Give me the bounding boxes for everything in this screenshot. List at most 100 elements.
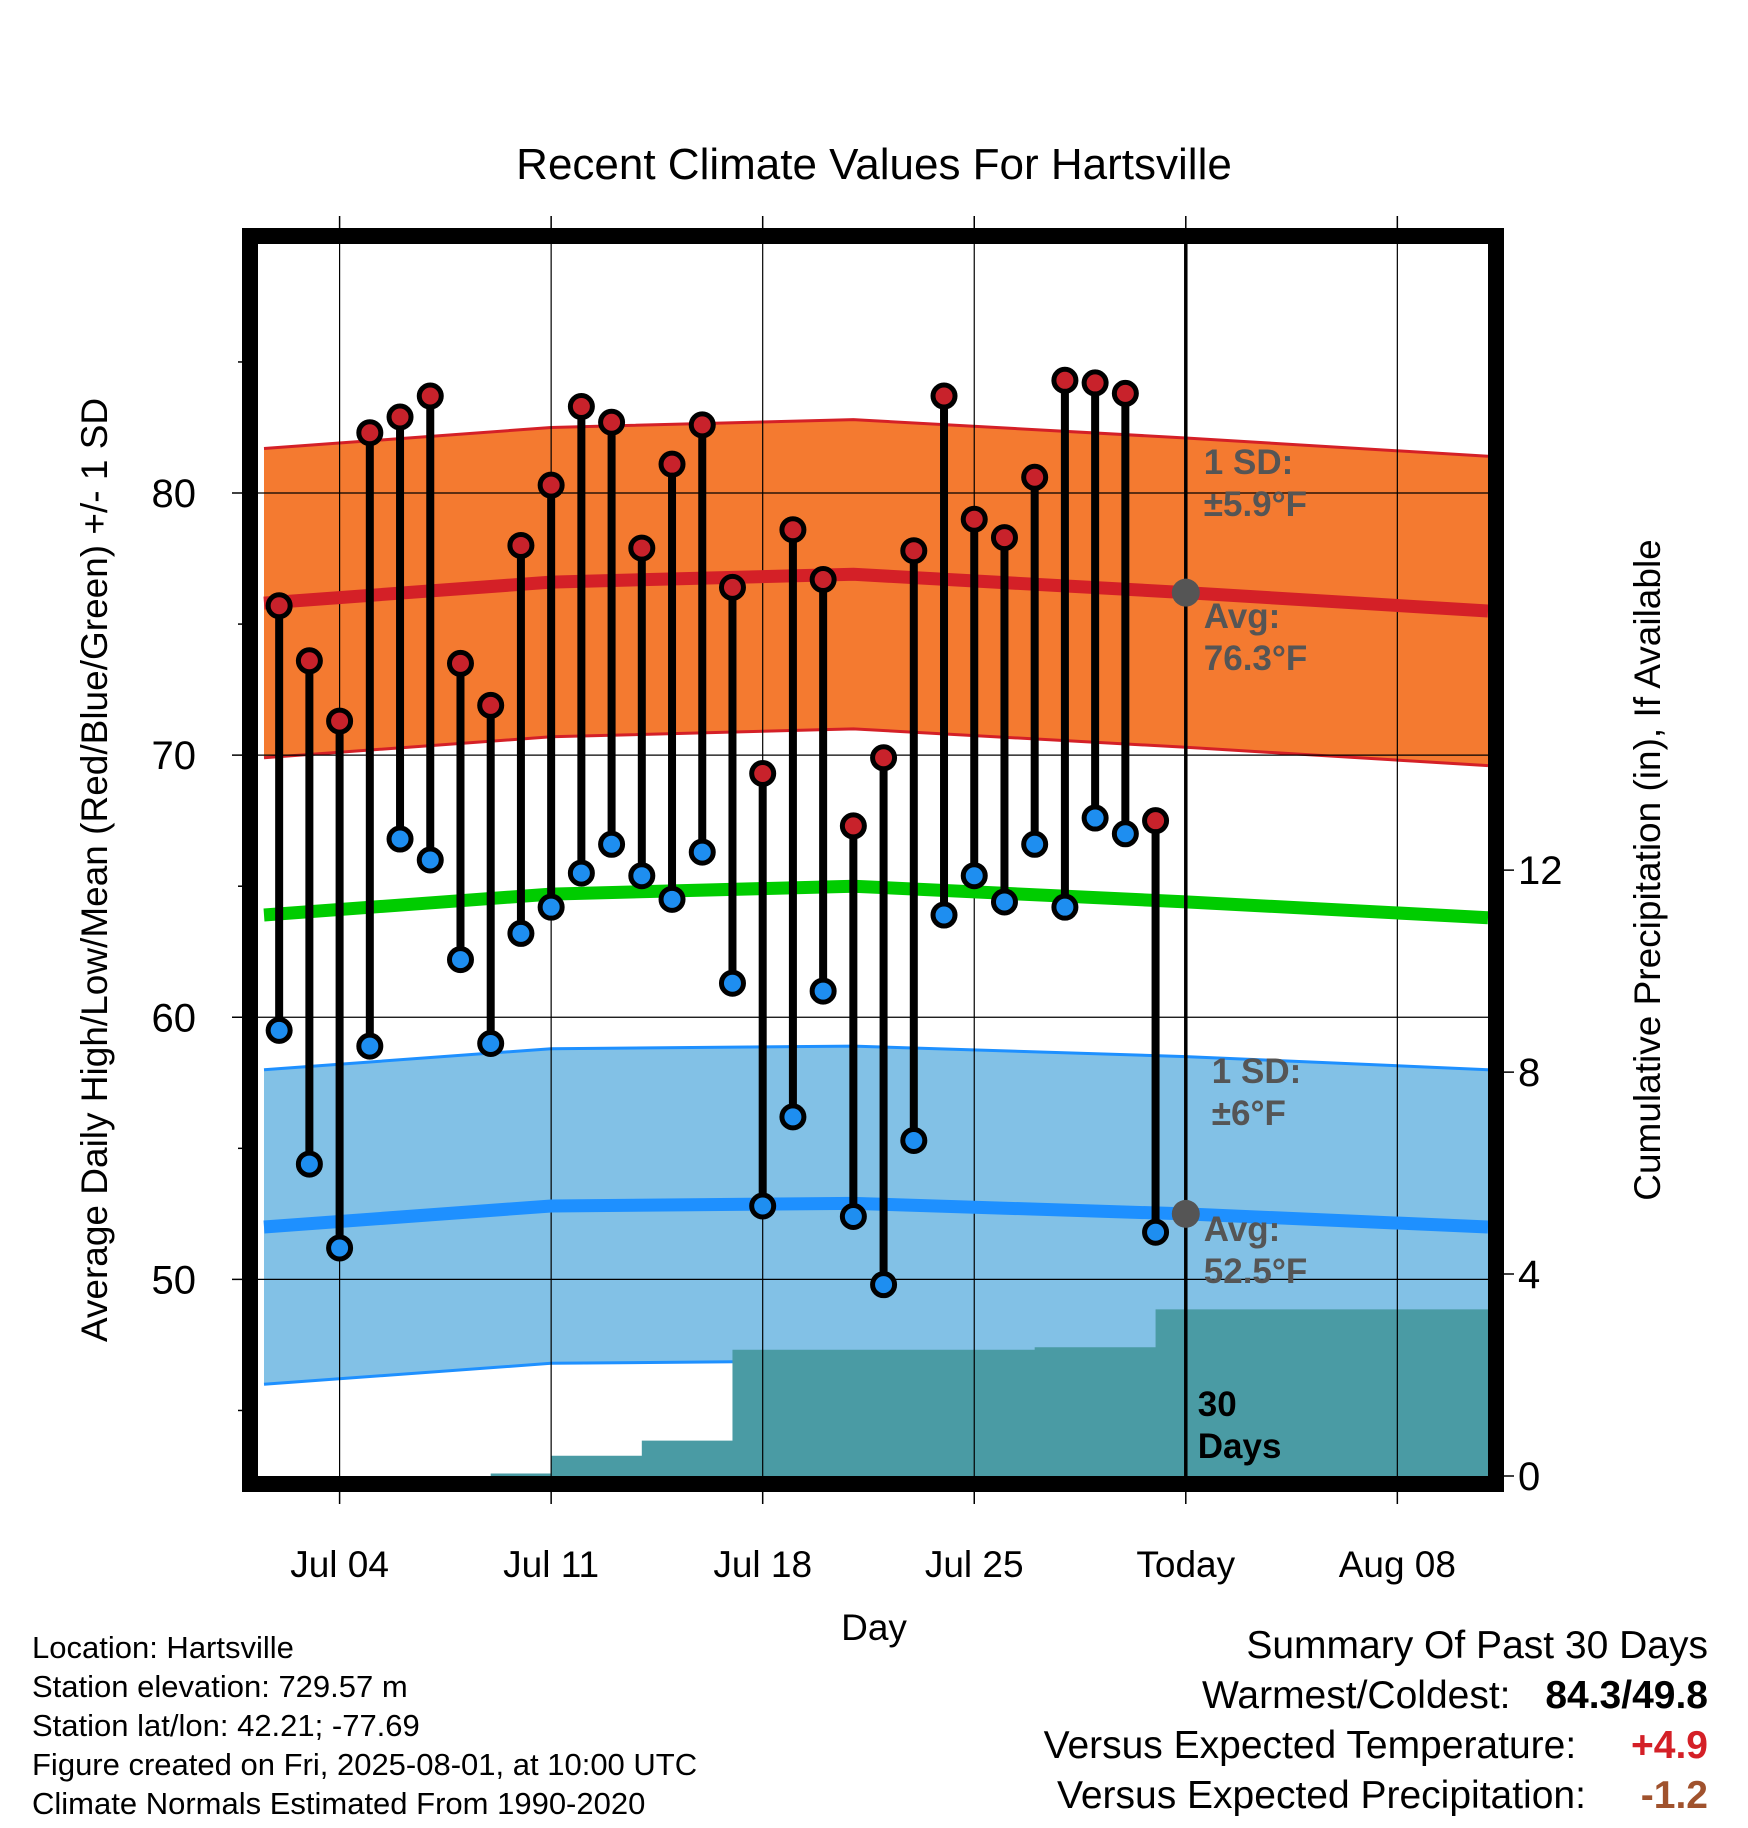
daily-low-point — [628, 862, 656, 890]
daily-high-point — [839, 812, 867, 840]
low-avg-value: 52.5°F — [1204, 1252, 1308, 1291]
daily-high-point — [930, 382, 958, 410]
daily-high-point — [688, 411, 716, 439]
daily-low-point — [416, 846, 444, 874]
daily-low-point — [809, 977, 837, 1005]
summary-title: Summary Of Past 30 Days — [1246, 1624, 1708, 1667]
daily-low-point — [477, 1029, 505, 1057]
daily-high-point — [386, 403, 414, 431]
normal-high-line — [263, 567, 1489, 618]
daily-high-point — [416, 382, 444, 410]
high-sd-label: 1 SD: — [1204, 443, 1293, 482]
plot-frame — [242, 228, 1504, 1492]
high-avg-value: 76.3°F — [1204, 639, 1308, 678]
daily-high-point — [1142, 807, 1170, 835]
today-low-avg-marker — [1171, 1199, 1200, 1228]
y2-tick-label: 12 — [1518, 849, 1563, 893]
summary-warm-cold-row: Warmest/Coldest: 84.3/49.8 — [1202, 1674, 1708, 1718]
daily-high-point — [1081, 369, 1109, 397]
daily-low-point — [386, 825, 414, 853]
footer-created: Figure created on Fri, 2025-08-01, at 10… — [32, 1747, 698, 1782]
daily-high-point — [295, 647, 323, 675]
daily-high-point — [477, 691, 505, 719]
x-tick-label: Aug 08 — [1339, 1544, 1456, 1585]
daily-high-point — [1111, 379, 1139, 407]
daily-high-point — [749, 759, 777, 787]
x-axis-label: Day — [841, 1607, 907, 1648]
daily-high-point — [265, 592, 293, 620]
today-high-avg-marker — [1171, 578, 1200, 607]
daily-low-point — [295, 1150, 323, 1178]
daily-high-point — [507, 531, 535, 559]
daily-low-point — [326, 1234, 354, 1262]
days-word-label: Days — [1198, 1427, 1282, 1466]
daily-high-point — [809, 566, 837, 594]
daily-high-point — [990, 524, 1018, 552]
daily-high-point — [1051, 366, 1079, 394]
daily-low-point — [1081, 804, 1109, 832]
normal-low-sd-band — [264, 1046, 1488, 1385]
normal-mean-line — [263, 879, 1489, 925]
daily-high-point — [537, 471, 565, 499]
footer-normals: Climate Normals Estimated From 1990-2020 — [32, 1786, 646, 1821]
y-tick-label: 80 — [152, 472, 197, 516]
daily-low-point — [537, 893, 565, 921]
days-count-label: 30 — [1198, 1385, 1237, 1424]
daily-low-point — [870, 1271, 898, 1299]
high-avg-label: Avg: — [1204, 597, 1280, 636]
daily-high-point — [779, 516, 807, 544]
footer-latlon: Station lat/lon: 42.21; -77.69 — [32, 1708, 420, 1743]
daily-high-point — [1021, 463, 1049, 491]
summary-precip-label: Versus Expected Precipitation: — [1056, 1774, 1586, 1817]
y-tick-label: 50 — [152, 1258, 197, 1302]
summary-warm-cold-value: 84.3/49.8 — [1545, 1674, 1708, 1717]
daily-high-point — [356, 419, 384, 447]
daily-high-point — [628, 534, 656, 562]
daily-low-point — [990, 888, 1018, 916]
y2-axis-label: Cumulative Precipitation (in), If Availa… — [1627, 539, 1668, 1201]
x-tick-label: Jul 04 — [290, 1544, 389, 1585]
normal-high-sd-band-lower-edge — [263, 727, 1489, 768]
x-tick-label: Jul 11 — [503, 1544, 599, 1585]
daily-low-point — [356, 1032, 384, 1060]
daily-low-point — [1051, 893, 1079, 921]
daily-low-point — [779, 1103, 807, 1131]
high-sd-value: ±5.9°F — [1204, 485, 1307, 524]
daily-low-point — [1021, 830, 1049, 858]
y-axis-label: Average Daily High/Low/Mean (Red/Blue/Gr… — [74, 398, 115, 1342]
normal-high-sd-band — [264, 419, 1488, 766]
daily-low-point — [839, 1202, 867, 1230]
footer-location: Location: Hartsville — [32, 1630, 294, 1665]
daily-low-point — [930, 901, 958, 929]
daily-high-point — [718, 573, 746, 601]
daily-low-point — [507, 919, 535, 947]
summary-warm-cold-label: Warmest/Coldest: — [1202, 1674, 1511, 1717]
daily-low-point — [598, 830, 626, 858]
daily-low-point — [1111, 820, 1139, 848]
x-tick-label: Today — [1136, 1544, 1235, 1585]
low-sd-label: 1 SD: — [1212, 1052, 1301, 1091]
summary-temp-value: +4.9 — [1631, 1724, 1708, 1767]
summary-temp-row: Versus Expected Temperature: +4.9 — [1044, 1724, 1708, 1768]
daily-low-point — [960, 862, 988, 890]
daily-high-point — [567, 393, 595, 421]
summary-precip-row: Versus Expected Precipitation: -1.2 — [1057, 1774, 1708, 1818]
daily-high-point — [598, 408, 626, 436]
summary-temp-label: Versus Expected Temperature: — [1043, 1724, 1577, 1767]
daily-low-point — [900, 1126, 928, 1154]
daily-low-point — [688, 838, 716, 866]
low-avg-label: Avg: — [1204, 1210, 1280, 1249]
daily-low-point — [446, 946, 474, 974]
daily-high-point — [900, 537, 928, 565]
daily-low-point — [658, 885, 686, 913]
chart-title: Recent Climate Values For Hartsville — [516, 140, 1232, 189]
daily-high-point — [658, 450, 686, 478]
daily-low-point — [1142, 1218, 1170, 1246]
daily-high-point — [326, 707, 354, 735]
y2-tick-label: 8 — [1518, 1051, 1540, 1095]
y-tick-label: 60 — [152, 996, 197, 1040]
daily-high-point — [960, 505, 988, 533]
daily-high-point — [870, 744, 898, 772]
y2-tick-label: 0 — [1518, 1455, 1540, 1499]
